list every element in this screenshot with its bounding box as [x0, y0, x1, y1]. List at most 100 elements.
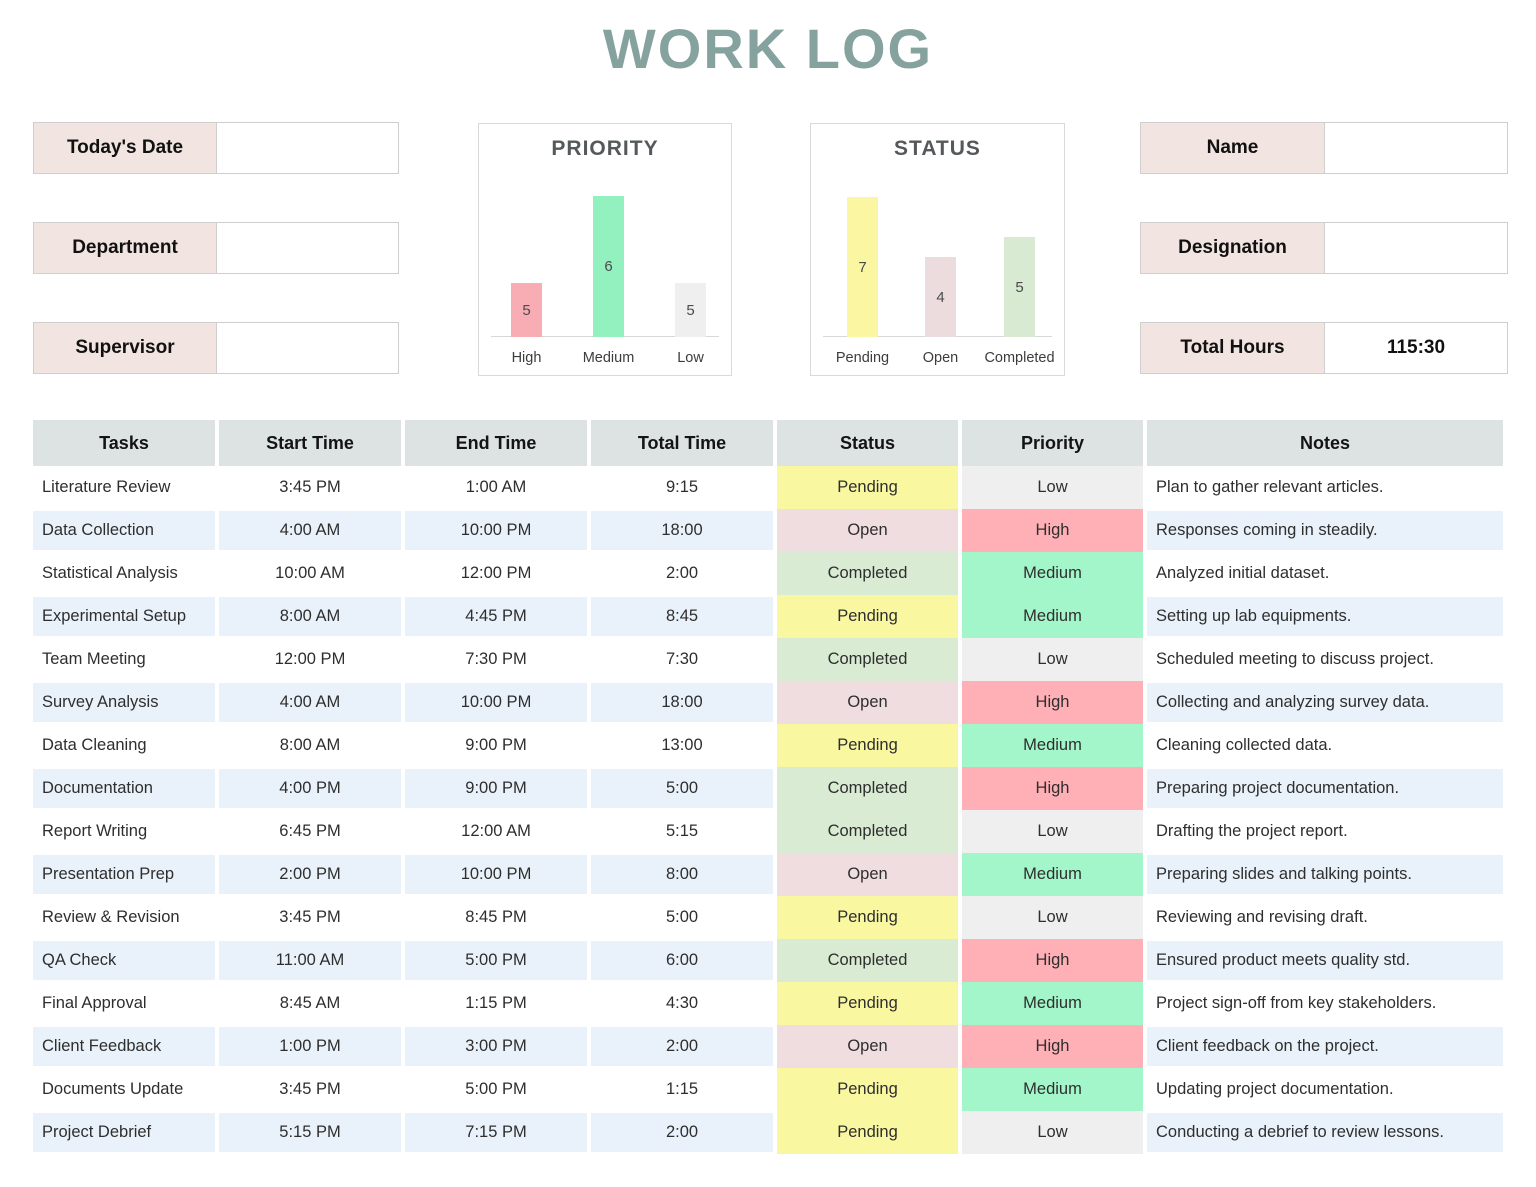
- cell-end-time[interactable]: 1:00 AM: [405, 466, 587, 509]
- supervisor-input[interactable]: [216, 323, 398, 373]
- cell-status[interactable]: Pending: [777, 982, 958, 1025]
- cell-total-time[interactable]: 4:30: [591, 982, 773, 1025]
- cell-task[interactable]: QA Check: [33, 939, 215, 982]
- cell-total-time[interactable]: 5:00: [591, 896, 773, 939]
- cell-start-time[interactable]: 8:00 AM: [219, 595, 401, 638]
- cell-end-time[interactable]: 12:00 AM: [405, 810, 587, 853]
- cell-start-time[interactable]: 10:00 AM: [219, 552, 401, 595]
- department-input[interactable]: [216, 223, 398, 273]
- cell-task[interactable]: Review & Revision: [33, 896, 215, 939]
- cell-total-time[interactable]: 7:30: [591, 638, 773, 681]
- cell-status[interactable]: Open: [777, 681, 958, 724]
- cell-priority[interactable]: Medium: [962, 853, 1143, 896]
- cell-notes[interactable]: Updating project documentation.: [1147, 1068, 1503, 1111]
- cell-notes[interactable]: Conducting a debrief to review lessons.: [1147, 1111, 1503, 1154]
- cell-start-time[interactable]: 11:00 AM: [219, 939, 401, 982]
- cell-start-time[interactable]: 3:45 PM: [219, 1068, 401, 1111]
- total-hours-value[interactable]: 115:30: [1324, 323, 1507, 373]
- cell-end-time[interactable]: 7:15 PM: [405, 1111, 587, 1154]
- cell-start-time[interactable]: 8:00 AM: [219, 724, 401, 767]
- cell-status[interactable]: Pending: [777, 724, 958, 767]
- cell-end-time[interactable]: 7:30 PM: [405, 638, 587, 681]
- cell-status[interactable]: Pending: [777, 595, 958, 638]
- cell-priority[interactable]: High: [962, 509, 1143, 552]
- cell-total-time[interactable]: 1:15: [591, 1068, 773, 1111]
- cell-total-time[interactable]: 2:00: [591, 1111, 773, 1154]
- cell-priority[interactable]: Low: [962, 810, 1143, 853]
- cell-status[interactable]: Pending: [777, 1111, 958, 1154]
- cell-end-time[interactable]: 9:00 PM: [405, 724, 587, 767]
- cell-total-time[interactable]: 8:00: [591, 853, 773, 896]
- designation-input[interactable]: [1324, 223, 1507, 273]
- cell-start-time[interactable]: 12:00 PM: [219, 638, 401, 681]
- cell-start-time[interactable]: 2:00 PM: [219, 853, 401, 896]
- cell-start-time[interactable]: 5:15 PM: [219, 1111, 401, 1154]
- cell-priority[interactable]: Low: [962, 466, 1143, 509]
- cell-priority[interactable]: Medium: [962, 1068, 1143, 1111]
- cell-priority[interactable]: Low: [962, 1111, 1143, 1154]
- cell-notes[interactable]: Client feedback on the project.: [1147, 1025, 1503, 1068]
- cell-status[interactable]: Completed: [777, 939, 958, 982]
- cell-priority[interactable]: Low: [962, 638, 1143, 681]
- cell-priority[interactable]: Medium: [962, 724, 1143, 767]
- cell-total-time[interactable]: 18:00: [591, 509, 773, 552]
- cell-start-time[interactable]: 4:00 PM: [219, 767, 401, 810]
- cell-total-time[interactable]: 5:00: [591, 767, 773, 810]
- cell-task[interactable]: Statistical Analysis: [33, 552, 215, 595]
- cell-notes[interactable]: Scheduled meeting to discuss project.: [1147, 638, 1503, 681]
- cell-status[interactable]: Completed: [777, 810, 958, 853]
- cell-priority[interactable]: Medium: [962, 982, 1143, 1025]
- cell-priority[interactable]: Low: [962, 896, 1143, 939]
- cell-notes[interactable]: Plan to gather relevant articles.: [1147, 466, 1503, 509]
- cell-total-time[interactable]: 6:00: [591, 939, 773, 982]
- cell-end-time[interactable]: 10:00 PM: [405, 681, 587, 724]
- cell-task[interactable]: Data Cleaning: [33, 724, 215, 767]
- cell-task[interactable]: Client Feedback: [33, 1025, 215, 1068]
- cell-end-time[interactable]: 9:00 PM: [405, 767, 587, 810]
- cell-status[interactable]: Pending: [777, 466, 958, 509]
- cell-priority[interactable]: High: [962, 767, 1143, 810]
- cell-status[interactable]: Pending: [777, 896, 958, 939]
- cell-status[interactable]: Open: [777, 509, 958, 552]
- cell-total-time[interactable]: 5:15: [591, 810, 773, 853]
- cell-end-time[interactable]: 5:00 PM: [405, 939, 587, 982]
- cell-start-time[interactable]: 4:00 AM: [219, 681, 401, 724]
- cell-start-time[interactable]: 3:45 PM: [219, 896, 401, 939]
- cell-end-time[interactable]: 4:45 PM: [405, 595, 587, 638]
- cell-task[interactable]: Team Meeting: [33, 638, 215, 681]
- cell-status[interactable]: Completed: [777, 767, 958, 810]
- cell-end-time[interactable]: 10:00 PM: [405, 509, 587, 552]
- cell-priority[interactable]: High: [962, 939, 1143, 982]
- cell-start-time[interactable]: 1:00 PM: [219, 1025, 401, 1068]
- cell-priority[interactable]: Medium: [962, 595, 1143, 638]
- cell-status[interactable]: Completed: [777, 552, 958, 595]
- cell-end-time[interactable]: 1:15 PM: [405, 982, 587, 1025]
- todays-date-input[interactable]: [216, 123, 398, 173]
- cell-task[interactable]: Final Approval: [33, 982, 215, 1025]
- cell-notes[interactable]: Reviewing and revising draft.: [1147, 896, 1503, 939]
- cell-notes[interactable]: Collecting and analyzing survey data.: [1147, 681, 1503, 724]
- cell-status[interactable]: Open: [777, 1025, 958, 1068]
- cell-total-time[interactable]: 8:45: [591, 595, 773, 638]
- cell-task[interactable]: Presentation Prep: [33, 853, 215, 896]
- cell-task[interactable]: Literature Review: [33, 466, 215, 509]
- cell-notes[interactable]: Analyzed initial dataset.: [1147, 552, 1503, 595]
- cell-total-time[interactable]: 13:00: [591, 724, 773, 767]
- cell-total-time[interactable]: 2:00: [591, 552, 773, 595]
- cell-notes[interactable]: Preparing project documentation.: [1147, 767, 1503, 810]
- cell-notes[interactable]: Drafting the project report.: [1147, 810, 1503, 853]
- cell-end-time[interactable]: 12:00 PM: [405, 552, 587, 595]
- cell-start-time[interactable]: 8:45 AM: [219, 982, 401, 1025]
- cell-task[interactable]: Documentation: [33, 767, 215, 810]
- cell-end-time[interactable]: 8:45 PM: [405, 896, 587, 939]
- cell-task[interactable]: Project Debrief: [33, 1111, 215, 1154]
- cell-status[interactable]: Pending: [777, 1068, 958, 1111]
- cell-total-time[interactable]: 2:00: [591, 1025, 773, 1068]
- cell-task[interactable]: Experimental Setup: [33, 595, 215, 638]
- cell-end-time[interactable]: 5:00 PM: [405, 1068, 587, 1111]
- cell-task[interactable]: Data Collection: [33, 509, 215, 552]
- cell-notes[interactable]: Responses coming in steadily.: [1147, 509, 1503, 552]
- cell-end-time[interactable]: 3:00 PM: [405, 1025, 587, 1068]
- cell-total-time[interactable]: 9:15: [591, 466, 773, 509]
- cell-start-time[interactable]: 3:45 PM: [219, 466, 401, 509]
